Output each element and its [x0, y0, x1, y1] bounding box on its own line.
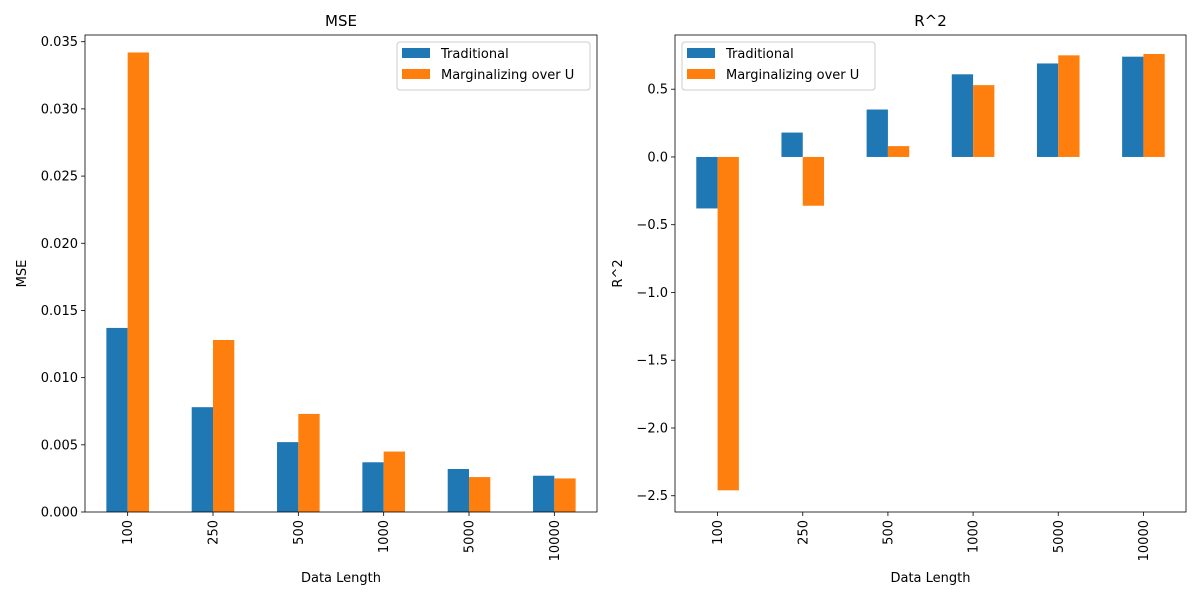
mse-bar-traditional-500 [277, 442, 299, 512]
mse-chart: MSE 0.000 0.005 0.010 0.015 0.020 0.025 0.030 0.… [15, 12, 598, 586]
r2-xtick-label: 5000 [1052, 520, 1067, 553]
mse-legend-swatch-traditional [402, 48, 430, 58]
r2-ytick-label: −2.0 [636, 421, 668, 436]
r2-y-axis-label: R^2 [611, 259, 626, 287]
mse-xtick-label: 10000 [548, 520, 563, 561]
r2-legend-swatch-marginalizing [687, 69, 715, 79]
mse-ytick-label: 0.015 [41, 304, 78, 319]
r2-xtick-label: 100 [711, 520, 726, 545]
mse-chart-title: MSE [325, 12, 357, 30]
r2-ytick-label: 0.0 [647, 150, 668, 165]
r2-bar-traditional-500 [866, 109, 888, 157]
r2-chart: R^2 −2.5 −2.0 −1.5 −1.0 −0.5 0.0 0.5 100 250 500 10… [611, 12, 1187, 586]
mse-xtick-label: 5000 [463, 520, 478, 553]
mse-bar-marginalizing-100 [127, 52, 149, 512]
mse-xtick-label: 250 [207, 520, 222, 545]
mse-xtick-label: 500 [292, 520, 307, 545]
r2-bar-marginalizing-10000 [1143, 53, 1165, 157]
mse-ytick-label: 0.005 [41, 438, 78, 453]
mse-bar-marginalizing-5000 [469, 477, 491, 512]
r2-ytick-label: −1.0 [636, 286, 668, 301]
mse-bar-marginalizing-1000 [383, 451, 405, 512]
r2-bar-marginalizing-250 [802, 156, 825, 206]
mse-axes-frame [84, 34, 598, 513]
mse-bar-marginalizing-500 [298, 413, 320, 512]
mse-ytick-label: 0.030 [41, 102, 78, 117]
r2-axes-frame [674, 34, 1187, 513]
mse-legend: Traditional Marginalizing over U [396, 41, 591, 91]
mse-legend-label-marginalizing: Marginalizing over U [441, 68, 574, 83]
mse-ytick-label: 0.025 [41, 170, 78, 185]
r2-chart-title: R^2 [914, 12, 947, 30]
r2-xtick-label: 1000 [967, 520, 982, 553]
mse-ytick-label: 0.000 [41, 506, 78, 521]
mse-bar-traditional-1000 [362, 462, 384, 512]
r2-bar-traditional-250 [781, 132, 803, 157]
r2-legend-label-marginalizing: Marginalizing over U [726, 68, 859, 83]
r2-ytick-label: 0.5 [647, 83, 668, 98]
mse-bar-traditional-100 [106, 327, 128, 512]
mse-bar-traditional-250 [191, 407, 213, 512]
mse-bar-marginalizing-250 [213, 340, 235, 512]
r2-ytick-label: −0.5 [636, 218, 668, 233]
mse-legend-swatch-marginalizing [402, 69, 430, 79]
r2-xtick-label: 250 [796, 520, 811, 545]
r2-bar-marginalizing-100 [717, 156, 739, 491]
mse-legend-label-traditional: Traditional [440, 47, 509, 62]
r2-bar-traditional-1000 [951, 74, 974, 157]
mse-y-axis-label: MSE [15, 260, 30, 288]
r2-bar-traditional-10000 [1122, 56, 1144, 157]
r2-x-axis-label: Data Length [890, 571, 970, 586]
mse-xtick-label: 1000 [377, 520, 392, 553]
r2-legend: Traditional Marginalizing over U [681, 41, 876, 91]
r2-xtick-label: 10000 [1137, 520, 1152, 561]
mse-ytick-label: 0.020 [41, 237, 78, 252]
r2-bar-marginalizing-5000 [1058, 55, 1080, 157]
r2-bar-traditional-5000 [1036, 63, 1059, 157]
r2-ytick-label: −2.5 [636, 489, 668, 504]
r2-ytick-label: −1.5 [636, 354, 668, 369]
r2-legend-swatch-traditional [687, 48, 715, 58]
mse-xtick-label: 100 [121, 520, 136, 545]
mse-bar-traditional-5000 [447, 469, 469, 512]
r2-bar-marginalizing-1000 [973, 85, 995, 157]
mse-bar-traditional-10000 [533, 475, 555, 512]
r2-legend-label-traditional: Traditional [725, 47, 794, 62]
r2-legend-box [681, 41, 876, 91]
mse-bar-marginalizing-10000 [554, 478, 576, 512]
r2-bar-traditional-100 [696, 156, 718, 209]
mse-ytick-label: 0.010 [41, 371, 78, 386]
mse-legend-box [396, 41, 591, 91]
mse-x-axis-label: Data Length [301, 571, 381, 586]
mse-ytick-label: 0.035 [41, 35, 78, 50]
r2-xtick-label: 500 [881, 520, 896, 545]
r2-bar-marginalizing-500 [887, 146, 910, 157]
